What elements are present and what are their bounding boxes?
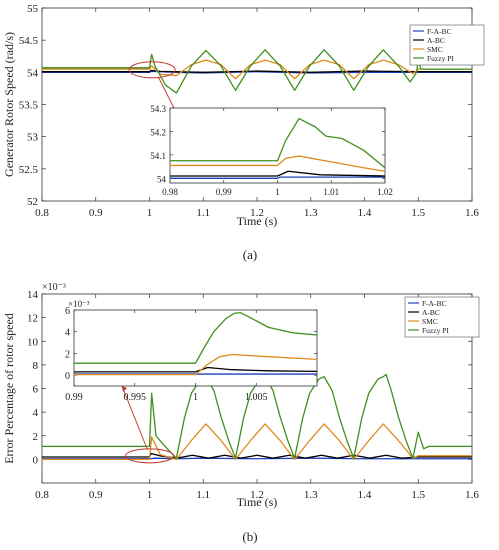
panel-a-inset-series-fuzzy-pi [170, 117, 385, 169]
panel-b-xtick-label: 1.2 [250, 489, 264, 501]
panel-b-inset-xtick-label: 1.005 [245, 392, 268, 403]
panel-b-xtick-label: 0.9 [89, 489, 103, 501]
panel-b-ytick-label: 12 [27, 313, 38, 325]
panel-b-xtick-label: 0.8 [35, 489, 49, 501]
panel-a-ytick-label: 53.5 [19, 100, 39, 112]
panel-b-label: (b) [242, 529, 257, 544]
panel-b-inset-exponent: ×10⁻³ [68, 299, 90, 309]
panel-b-inset-xtick-label: 0.995 [124, 392, 147, 403]
panel-b-legend-entry: F-A-BC [422, 299, 447, 308]
panel-a-legend-entry: F-A-BC [427, 27, 452, 36]
panel-b-exponent: ×10⁻³ [42, 282, 66, 293]
panel-a-inset-ytick-label: 54.2 [150, 127, 166, 137]
panel-a-xtick-label: 0.8 [35, 207, 49, 219]
panel-a-inset-xtick-label: 0.99 [216, 187, 232, 197]
panel-b-series-fuzzy-pi [42, 373, 472, 459]
panel-a-inset-xtick-label: 1.01 [323, 187, 339, 197]
panel-a-legend-entry: Fuzzy PI [427, 54, 454, 63]
panel-a-xtick-label: 1.1 [196, 207, 210, 219]
panel-b-inset-xtick-label: 1 [193, 392, 198, 403]
panel-b-inset-ytick-label: 0 [65, 371, 70, 382]
panel-a-xlabel: Time (s) [237, 214, 278, 228]
panel-b-ylabel: Error Percentage of rotor speed [2, 313, 16, 464]
panel-b-inset-ytick-label: 2 [65, 349, 70, 360]
panel-b-series-f-a-bc [42, 457, 472, 460]
panel-b-xlabel: Time (s) [237, 495, 278, 509]
panel-a-series-f-a-bc [42, 70, 472, 74]
panel-b-zoom-ellipse [125, 448, 174, 464]
panel-b-xtick-label: 1.4 [358, 489, 372, 501]
panel-b-zoom-arrow [121, 385, 148, 450]
panel-b-legend-entry: SMC [422, 317, 438, 326]
panel-a-series-fuzzy-pi [42, 49, 472, 94]
panel-a-legend-entry: SMC [427, 45, 443, 54]
panel-b-ytick-label: 14 [27, 289, 39, 301]
panel-a-xtick-label: 1.6 [465, 207, 479, 219]
panel-a-inset-series-smc [170, 155, 385, 172]
panel-b-zoom-arrowhead [122, 386, 127, 392]
panel-b-series-smc [42, 423, 472, 461]
panel-a-ytick-label: 52.5 [19, 164, 39, 176]
panel-a-inset-ytick-label: 54.3 [150, 104, 166, 114]
panel-b-xtick-label: 1.3 [304, 489, 318, 501]
panel-a-label: (a) [243, 247, 257, 262]
panel-b-xtick-label: 1.5 [411, 489, 425, 501]
panel-a-zoom-ellipse [128, 61, 176, 79]
panel-a-inset-axes: 0.98 0.99 1 1.01 1.02 54 54.1 54.2 54.3 [150, 104, 393, 197]
panel-a-xtick-label: 1 [147, 207, 153, 219]
panel-b-ytick-label: 10 [27, 336, 39, 348]
panel-b-inset-ytick-label: 4 [65, 328, 70, 339]
panel-a-inset-xtick-label: 1.02 [377, 187, 393, 197]
panel-a-xtick-label: 0.9 [89, 207, 103, 219]
panel-b-xtick-label: 1 [147, 489, 153, 501]
panel-b-inset-xtick-label: 0.99 [65, 392, 83, 403]
panel-b-xtick-label: 1.1 [196, 489, 210, 501]
panel-a-inset-ytick-label: 54.1 [150, 151, 166, 161]
panel-a-ytick-label: 53 [27, 132, 39, 144]
panel-b-ytick-label: 4 [33, 407, 39, 419]
panel-a-ytick-label: 54.5 [19, 35, 39, 47]
panel-a-ytick-label: 54 [27, 67, 39, 79]
panel-b-inset-series-smc [74, 353, 317, 376]
panel-a-xtick-label: 1.5 [411, 207, 425, 219]
panel-b-ytick-label: 0 [33, 454, 39, 466]
panel-a-inset-xtick-label: 0.98 [162, 187, 178, 197]
panel-b-legend-entry: A-BC [422, 308, 440, 317]
panel-b-inset-series-fuzzy-pi [74, 312, 317, 364]
panel-a-ylabel: Generator Rotor Speed (rad/s) [2, 32, 16, 177]
panel-b-inset-ytick-label: 6 [65, 306, 70, 317]
panel-a-inset-ytick-label: 54 [157, 174, 167, 184]
panel-a-xtick-label: 1.4 [358, 207, 372, 219]
panel-a-zoom-arrow [157, 76, 177, 113]
panel-a-xtick-label: 1.3 [304, 207, 318, 219]
panel-b-inset-axes: 0.99 0.995 1 1.005 0 2 4 6 [65, 306, 318, 403]
panel-b-inset-frame [73, 309, 318, 387]
panel-a-legend-entry: A-BC [427, 36, 445, 45]
panel-a-xtick-label: 1.2 [250, 207, 264, 219]
panel-b-ytick-label: 2 [33, 431, 39, 443]
panel-b-ytick-label: 8 [33, 360, 39, 372]
panel-b-ytick-label: 6 [33, 384, 39, 396]
panel-b-xtick-label: 1.6 [465, 489, 479, 501]
panel-a-inset-xtick-label: 1 [275, 187, 280, 197]
panel-a-ytick-label: 52 [27, 196, 38, 208]
panel-a-inset-frame [169, 107, 386, 184]
panel-a-ytick-label: 55 [27, 3, 39, 15]
panel-a-series-a-bc [42, 69, 472, 73]
panel-b-inset-series-a-bc [74, 366, 317, 373]
panel-a-inset-series-a-bc [170, 170, 385, 177]
panel-a-inset-series-f-a-bc [170, 176, 385, 179]
panel-b-legend-entry: Fuzzy PI [422, 326, 449, 335]
